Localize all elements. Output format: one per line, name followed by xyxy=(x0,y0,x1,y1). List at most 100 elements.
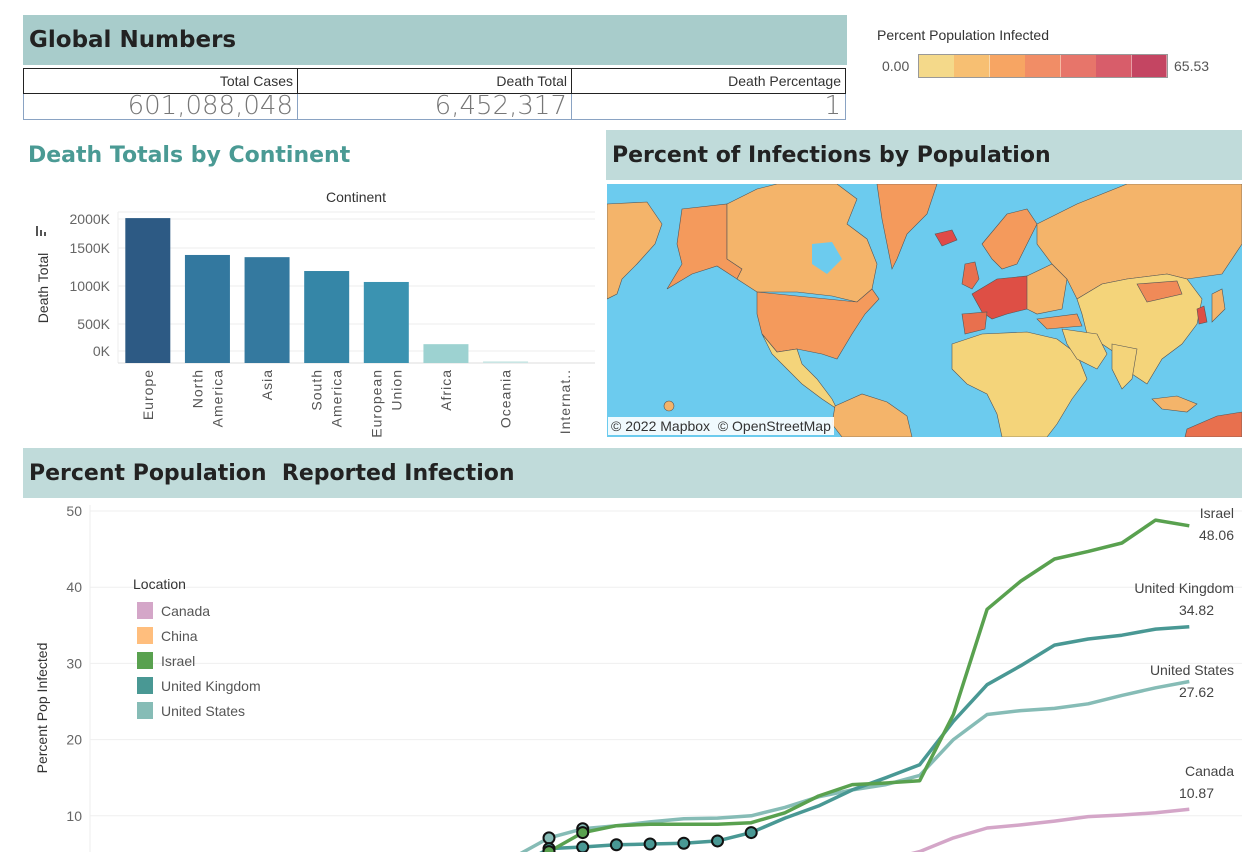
x-tick-label: European xyxy=(368,369,384,438)
region-africa[interactable] xyxy=(951,331,1088,437)
region-indonesia[interactable] xyxy=(1151,395,1198,413)
y-tick-label: 1000K xyxy=(70,278,111,294)
end-label-name: United States xyxy=(1150,662,1234,678)
legend-swatch xyxy=(137,677,153,694)
legend-label: Canada xyxy=(161,602,211,619)
y-tick-label: 30 xyxy=(66,655,82,671)
legend-item-china[interactable]: China xyxy=(133,623,261,648)
region-australia[interactable] xyxy=(1184,411,1242,437)
color-scale-segment xyxy=(1060,55,1097,77)
data-point[interactable] xyxy=(542,831,556,845)
line-panel-banner: Percent Population Reported Infection xyxy=(23,448,1242,498)
map-attribution: © 2022 Mapbox © OpenStreetMap xyxy=(608,417,834,435)
x-tick-label: South xyxy=(309,369,325,411)
region-canada[interactable] xyxy=(726,184,878,303)
bar-asia[interactable] xyxy=(244,257,290,363)
region-iceland[interactable] xyxy=(934,229,958,247)
bar-north-america[interactable] xyxy=(184,254,230,363)
x-tick-label: Asia xyxy=(259,369,275,400)
color-scale-segment xyxy=(1025,55,1062,77)
region-greenland[interactable] xyxy=(876,184,938,270)
x-tick-label: America xyxy=(329,369,345,427)
death-total-value: 6,452,317 xyxy=(297,93,572,120)
color-scale-segment xyxy=(919,55,955,77)
region-hudson-bay xyxy=(812,242,842,274)
legend-swatch xyxy=(137,602,153,619)
data-point[interactable] xyxy=(576,826,590,840)
map-banner: Percent of Infections by Population xyxy=(606,130,1242,180)
region-korea[interactable] xyxy=(1196,305,1208,325)
legend-label: Israel xyxy=(161,652,196,669)
end-label-value: 10.87 xyxy=(1179,785,1214,801)
legend-item-canada[interactable]: Canada xyxy=(133,598,261,623)
color-scale-segment xyxy=(954,55,991,77)
color-legend-min: 0.00 xyxy=(882,58,910,74)
legend-title: Location xyxy=(133,576,186,592)
y-tick-label: 2000K xyxy=(70,211,111,227)
location-legend: Location Canada China Israel United Kingdom… xyxy=(133,576,261,723)
data-point[interactable] xyxy=(711,834,724,848)
bar-africa[interactable] xyxy=(423,344,469,363)
death-chart-title: Death Totals by Continent xyxy=(28,143,351,168)
region-hawaii[interactable] xyxy=(663,400,675,412)
region-middle-east[interactable] xyxy=(1061,328,1108,370)
bar-oceania[interactable] xyxy=(483,361,529,363)
legend-item-united-kingdom[interactable]: United Kingdom xyxy=(133,673,261,698)
bar-south-america[interactable] xyxy=(304,271,350,363)
map-title: Percent of Infections by Population xyxy=(612,143,1051,168)
region-japan[interactable] xyxy=(1211,288,1226,323)
color-scale-segment xyxy=(1131,55,1168,77)
line-israel[interactable] xyxy=(509,518,1190,852)
data-point[interactable] xyxy=(744,826,758,840)
data-point[interactable] xyxy=(609,838,623,852)
y-axis-title: Death Total xyxy=(35,253,51,324)
data-point[interactable] xyxy=(643,837,657,851)
legend-item-israel[interactable]: Israel xyxy=(133,648,261,673)
legend-label: United Kingdom xyxy=(161,677,261,694)
x-tick-label: North xyxy=(189,369,205,408)
x-tick-label: Union xyxy=(388,369,404,411)
color-legend-max: 65.53 xyxy=(1174,58,1210,74)
region-iberia[interactable] xyxy=(961,311,988,335)
data-point[interactable] xyxy=(576,840,590,852)
region-uk[interactable] xyxy=(961,261,980,290)
legend-item-united-states[interactable]: United States xyxy=(133,698,261,723)
percent-pop-infected-line-chart: 10 20 30 40 50 Percent Pop Infected Canada 10.8… xyxy=(34,503,1242,852)
world-map[interactable] xyxy=(607,184,1242,437)
end-label-name: Canada xyxy=(1185,763,1234,779)
column-header: Death Percentage xyxy=(571,68,846,94)
y-tick-label: 10 xyxy=(66,808,82,824)
x-tick-label: Europe xyxy=(140,369,156,420)
death-totals-bar-chart: 2000K 1500K 1000K 500K 0K Continent Death Tota… xyxy=(35,189,595,438)
bar-europe[interactable] xyxy=(125,218,171,363)
y-tick-label: 0K xyxy=(93,343,111,359)
region-scandinavia[interactable] xyxy=(981,208,1038,270)
y-tick-label: 40 xyxy=(66,579,82,595)
color-scale-segment xyxy=(989,55,1026,77)
total-cases-column: Total Cases 601,088,048 xyxy=(23,68,298,120)
region-chukotka[interactable] xyxy=(607,201,663,300)
x-tick-label: Oceania xyxy=(498,369,514,428)
legend-label: China xyxy=(161,627,198,644)
line-united-kingdom[interactable] xyxy=(509,624,1190,852)
bar-chart-icon xyxy=(36,226,48,236)
y-tick-label: 500K xyxy=(77,316,110,332)
legend-swatch xyxy=(137,627,153,644)
data-point[interactable] xyxy=(542,845,556,852)
total-cases-value: 601,088,048 xyxy=(23,93,298,120)
data-point[interactable] xyxy=(677,836,691,850)
region-mexico[interactable] xyxy=(761,333,838,410)
death-percentage-column: Death Percentage 1 xyxy=(571,68,846,120)
region-india[interactable] xyxy=(1111,343,1138,390)
line-canada[interactable] xyxy=(861,807,1190,852)
legend-swatch xyxy=(137,652,153,669)
region-turkey[interactable] xyxy=(1036,313,1083,330)
legend-swatch xyxy=(137,702,153,719)
death-percentage-value: 1 xyxy=(571,93,846,120)
end-label-value: 48.06 xyxy=(1199,527,1234,543)
legend-label: United States xyxy=(161,702,246,719)
bar-european-union[interactable] xyxy=(363,281,409,363)
region-mongolia[interactable] xyxy=(1136,280,1183,303)
end-label-value: 34.82 xyxy=(1179,602,1214,618)
y-tick-label: 1500K xyxy=(70,240,111,256)
